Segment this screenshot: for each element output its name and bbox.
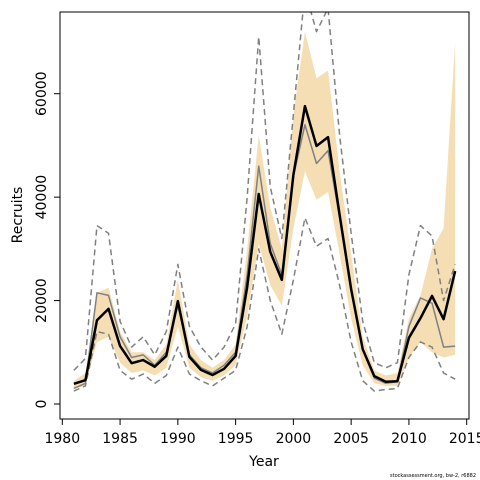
confidence-band: [73, 31, 456, 389]
y-tick-label: 60000: [34, 71, 50, 116]
x-tick-label: 2000: [276, 431, 312, 447]
x-tick-label: 2005: [333, 431, 369, 447]
x-tick-label: 1990: [160, 431, 196, 447]
y-tick-label: 40000: [34, 175, 50, 220]
x-tick-label: 1980: [44, 431, 80, 447]
y-tick-label: 0: [34, 400, 50, 409]
footnote: stockassessment.org, bw-2, r6882: [390, 473, 476, 479]
x-tick-label: 1985: [102, 431, 138, 447]
x-tick-label: 2010: [391, 431, 427, 447]
bound-line: [73, 217, 456, 392]
y-axis-label: Recruits: [10, 187, 26, 244]
plot-frame: [59, 11, 470, 420]
x-axis-label: Year: [248, 454, 279, 470]
plot-area: [73, 12, 457, 392]
bound-line: [73, 12, 456, 371]
x-tick-label: 2015: [449, 431, 480, 447]
x-tick-label: 1995: [218, 431, 254, 447]
estimate-line: [73, 104, 457, 386]
y-tick-label: 20000: [34, 278, 50, 323]
